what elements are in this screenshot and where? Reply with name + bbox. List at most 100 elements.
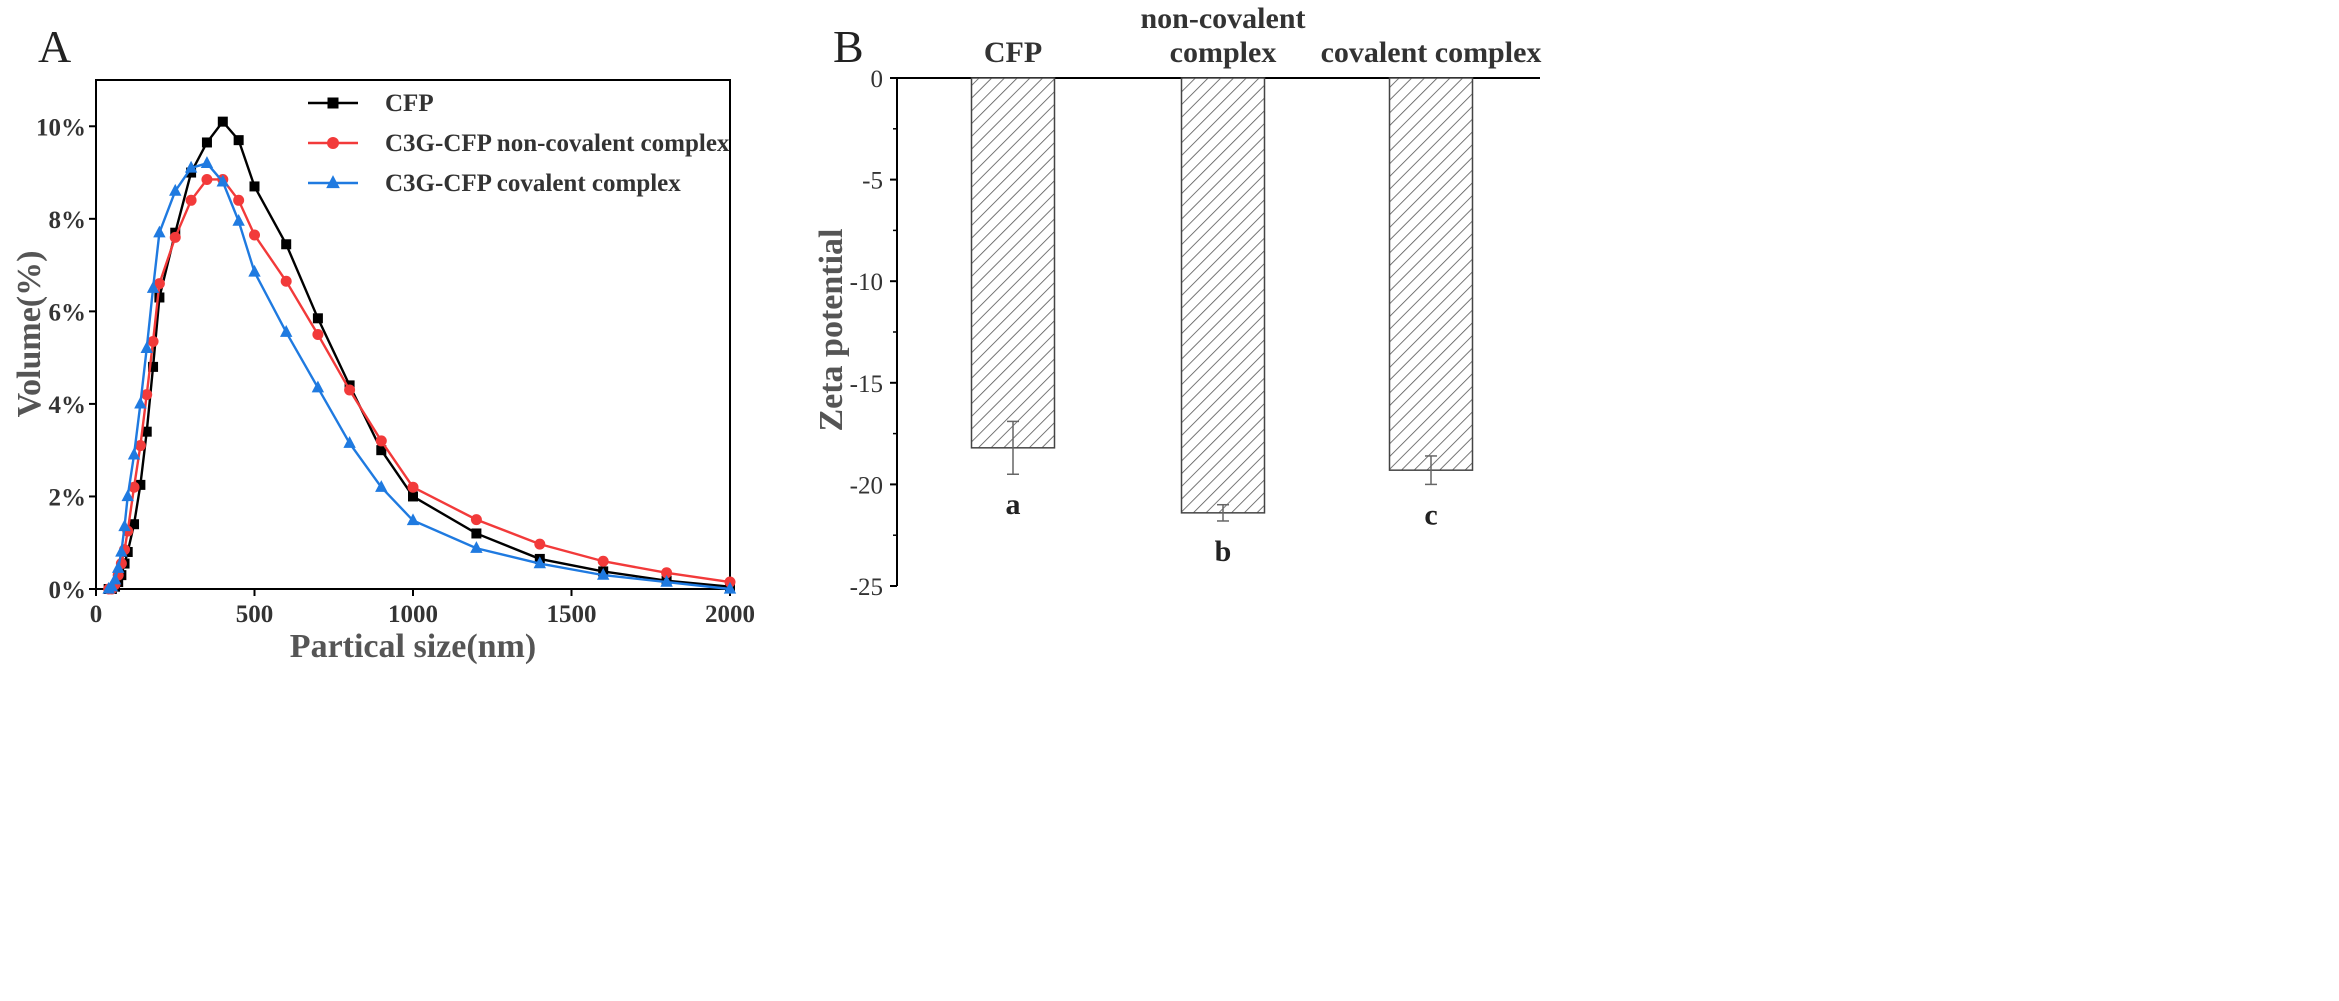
category-label: CFP bbox=[984, 36, 1042, 69]
data-point-triangle bbox=[184, 160, 198, 173]
data-point-square bbox=[154, 292, 165, 303]
data-point-triangle bbox=[723, 581, 737, 594]
data-point-circle bbox=[134, 440, 146, 452]
legend-entry: C3G-CFP covalent complex bbox=[308, 170, 681, 197]
category-label: covalent complex bbox=[1321, 36, 1542, 69]
x-tick-label: 1500 bbox=[547, 601, 597, 628]
data-point-circle bbox=[534, 538, 546, 550]
data-point-circle bbox=[249, 229, 260, 241]
series-3 bbox=[102, 156, 737, 594]
data-point-circle bbox=[327, 137, 339, 149]
series-line bbox=[107, 161, 731, 591]
data-point-square bbox=[312, 313, 323, 324]
data-point-circle bbox=[233, 194, 245, 206]
significance-letter: b bbox=[1215, 535, 1232, 568]
data-point-triangle bbox=[660, 574, 673, 587]
series-line bbox=[108, 178, 731, 591]
data-point-triangle bbox=[200, 156, 214, 168]
data-point-square bbox=[135, 479, 146, 490]
data-point-square bbox=[376, 445, 387, 456]
bar-group: a bbox=[970, 77, 1056, 521]
data-point-circle bbox=[185, 194, 197, 206]
data-point-triangle bbox=[108, 572, 122, 585]
panel-a-letter: A bbox=[38, 21, 71, 72]
data-point-circle bbox=[280, 275, 292, 287]
data-point-circle bbox=[128, 481, 140, 493]
series-2 bbox=[103, 173, 736, 595]
category-label: complex bbox=[1170, 36, 1277, 69]
panel-b-letter: B bbox=[833, 21, 864, 72]
y-tick-label: 0 bbox=[871, 66, 884, 93]
data-point-square bbox=[471, 528, 482, 539]
panel-b-bar-chart: B 0 -5 -10 -15 -20 -25 a b c CFP non-covalentcom… bbox=[813, 2, 1541, 601]
x-tick-label: 500 bbox=[236, 601, 274, 628]
data-point-square bbox=[408, 491, 418, 502]
legend-entry: C3G-CFP non-covalent complex bbox=[308, 130, 730, 157]
x-tick-label: 0 bbox=[90, 601, 103, 628]
data-point-circle bbox=[375, 435, 387, 447]
panel-a-y-ticks: 0% 2% 4% 6% 8% 10% bbox=[36, 114, 96, 604]
panel-a-y-axis-title: Volume(%) bbox=[11, 251, 48, 418]
data-point-triangle bbox=[597, 567, 610, 580]
panel-a-legend: CFP C3G-CFP non-covalent complex C3G-CFP c… bbox=[308, 90, 730, 197]
bar-group: c bbox=[1388, 77, 1474, 531]
data-point-triangle bbox=[280, 325, 293, 337]
data-point-triangle bbox=[169, 183, 182, 196]
data-point-triangle bbox=[153, 225, 166, 238]
y-tick-label: -10 bbox=[850, 269, 883, 296]
panel-a-line-chart: A 0 500 1000 1500 2000 0% 2% 4% 6% 8% 10% Partica… bbox=[11, 21, 755, 665]
data-point-square bbox=[148, 361, 159, 372]
data-point-triangle bbox=[216, 174, 229, 187]
significance-letter: c bbox=[1424, 498, 1437, 531]
legend-label: C3G-CFP covalent complex bbox=[385, 170, 681, 197]
data-point-triangle bbox=[105, 579, 119, 592]
data-point-square bbox=[141, 426, 152, 437]
data-point-triangle bbox=[248, 264, 261, 277]
series-line bbox=[108, 119, 731, 591]
panel-a-series bbox=[102, 116, 737, 595]
y-tick-label: 10% bbox=[36, 114, 86, 141]
data-point-circle bbox=[470, 514, 482, 526]
y-tick-label: -20 bbox=[850, 472, 883, 499]
category-label: non-covalent bbox=[1141, 2, 1306, 35]
x-tick-label: 2000 bbox=[705, 601, 755, 628]
data-point-triangle bbox=[111, 561, 125, 573]
panel-a-x-ticks: 0 500 1000 1500 2000 bbox=[90, 589, 755, 628]
data-point-circle bbox=[312, 329, 324, 340]
y-tick-label: 6% bbox=[49, 299, 87, 326]
data-point-square bbox=[327, 97, 339, 109]
data-point-triangle bbox=[326, 175, 340, 189]
bar bbox=[1388, 77, 1474, 471]
legend-label: C3G-CFP non-covalent complex bbox=[385, 130, 730, 157]
data-point-triangle bbox=[311, 380, 325, 393]
data-point-circle bbox=[141, 389, 153, 401]
data-point-triangle bbox=[140, 341, 153, 354]
panel-b-bars: a b c bbox=[970, 77, 1474, 568]
y-tick-label: 2% bbox=[49, 484, 87, 511]
data-point-square bbox=[281, 239, 292, 250]
bar-group: b bbox=[1180, 77, 1266, 568]
data-point-circle bbox=[147, 335, 159, 347]
bar bbox=[1180, 77, 1266, 514]
data-point-triangle bbox=[470, 541, 483, 553]
panel-a-x-axis-title: Partical size(nm) bbox=[290, 628, 536, 665]
data-point-circle bbox=[201, 173, 213, 185]
y-tick-label: 4% bbox=[49, 392, 87, 419]
data-point-square bbox=[249, 181, 260, 192]
data-point-triangle bbox=[115, 544, 128, 557]
data-point-triangle bbox=[232, 214, 245, 226]
y-tick-label: -25 bbox=[850, 574, 883, 601]
legend-entry: CFP bbox=[308, 90, 434, 117]
data-point-triangle bbox=[134, 396, 147, 409]
y-tick-label: 0% bbox=[49, 577, 87, 604]
legend-label: CFP bbox=[385, 90, 434, 117]
data-point-triangle bbox=[375, 480, 388, 492]
data-point-circle bbox=[344, 384, 356, 396]
y-tick-label: -15 bbox=[850, 371, 883, 398]
data-point-triangle bbox=[406, 513, 420, 526]
data-point-square bbox=[201, 137, 212, 148]
data-point-triangle bbox=[118, 519, 131, 532]
data-point-triangle bbox=[121, 489, 134, 502]
